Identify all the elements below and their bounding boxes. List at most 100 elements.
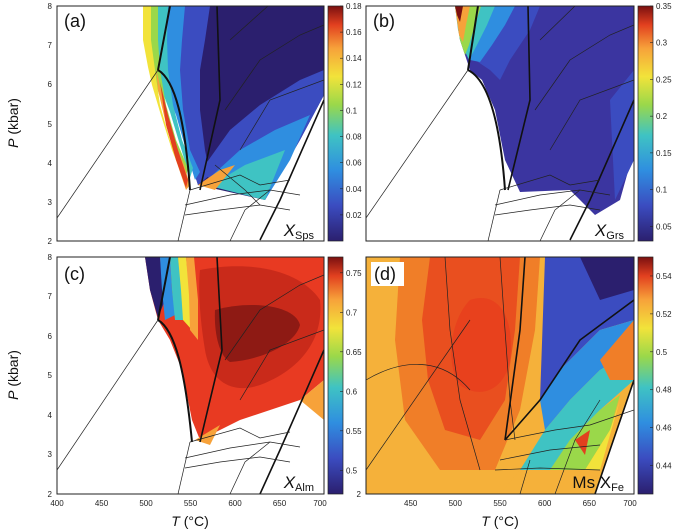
reaction-line (157, 257, 171, 321)
colorbar-tick-label: 0.1 (346, 106, 358, 115)
contour-band (550, 395, 620, 470)
y-tick-label: 4 (48, 159, 53, 168)
variable-symbol: X (594, 221, 607, 240)
contour-band (214, 305, 300, 362)
colorbar-gradient (637, 5, 654, 242)
reaction-line (199, 6, 221, 191)
panel-d-contours (366, 257, 634, 494)
x-tick-label: 600 (538, 499, 552, 508)
panel-d-label: (d) (374, 264, 396, 284)
reaction-line (239, 329, 324, 401)
y-tick-label: 7 (48, 292, 53, 301)
y-axis-unit: (kbar) (5, 98, 21, 138)
reaction-line (494, 204, 601, 216)
y-axis-var: P (5, 390, 21, 400)
x-tick-label: 650 (273, 499, 287, 508)
panel-d-colorbar: 0.44 0.46 0.48 0.5 0.52 0.54 (637, 256, 672, 495)
x-tick-label: 550 (493, 499, 507, 508)
colorbar-tick-label: 0.02 (346, 211, 362, 220)
x-tick-label: 450 (95, 499, 109, 508)
colorbar-tick-label: 0.65 (346, 348, 362, 357)
y-tick-label: 6 (48, 80, 53, 89)
colorbar-tick-label: 0.46 (656, 424, 672, 433)
reaction-line (57, 319, 159, 471)
colorbar-tick-label: 0.08 (346, 133, 362, 142)
panel-d: (d) 2 450 500 550 600 650 700 T (°C) Ms … (357, 256, 672, 529)
contour-band (575, 430, 590, 455)
panel-b: (b) XGrs 0.05 0.1 0.15 0.2 0.25 0.3 0.35 (365, 2, 672, 242)
reaction-line (214, 164, 261, 206)
colorbar-tick-label: 0.04 (346, 185, 362, 194)
variable-subscript: Fe (611, 482, 624, 494)
variable-symbol: X (283, 221, 296, 240)
variable-symbol: Ms X (572, 473, 611, 492)
x-tick-label: 450 (404, 499, 418, 508)
contour-band (198, 165, 235, 190)
colorbar-gradient (327, 5, 344, 242)
reaction-line (366, 319, 471, 471)
reaction-line (444, 257, 481, 471)
x-axis-var: T (171, 513, 181, 529)
panel-d-variable-label: Ms XFe (572, 473, 624, 494)
contour-band (170, 257, 185, 320)
variable-subscript: Grs (606, 230, 624, 242)
reaction-line (157, 6, 171, 71)
panel-d-label-background (371, 262, 404, 286)
colorbar-tick-label: 0.35 (656, 2, 672, 11)
reaction-line (487, 189, 501, 241)
reaction-line (504, 299, 634, 441)
colorbar-tick-label: 0.7 (346, 308, 358, 317)
colorbar-tick-label: 0.16 (346, 28, 362, 37)
reaction-line (467, 6, 479, 71)
colorbar-tick-label: 0.6 (346, 387, 358, 396)
panel-d-frame (365, 256, 635, 495)
x-tick-label: 400 (50, 499, 64, 508)
reaction-line (177, 189, 191, 241)
contour-band (540, 320, 634, 430)
panel-a-contours (57, 6, 324, 241)
reaction-line (189, 174, 291, 191)
contour-band (585, 400, 620, 470)
contour-band (600, 320, 634, 380)
variable-subscript: Sps (295, 230, 314, 242)
y-axis-var: P (5, 138, 21, 148)
x-tick-label: 700 (623, 499, 637, 508)
colorbar-tick-label: 0.3 (656, 39, 668, 48)
y-tick-label: 2 (48, 237, 53, 246)
reaction-line (224, 274, 324, 361)
reaction-line (184, 204, 291, 216)
y-tick-label: 3 (48, 450, 53, 459)
reaction-line (239, 79, 324, 151)
panel-b-variable-label: XGrs (594, 221, 625, 242)
reaction-line (177, 441, 191, 494)
colorbar-tick-label: 0.18 (346, 2, 362, 11)
y-tick-label: 6 (48, 332, 53, 341)
reaction-line (499, 257, 516, 441)
x-tick-label: 500 (139, 499, 153, 508)
variable-subscript: Alm (295, 482, 314, 494)
contour-band (160, 82, 188, 188)
y-tick-label: 5 (48, 371, 53, 380)
reaction-line (229, 6, 269, 41)
reaction-line (539, 6, 576, 41)
panel-a-y-axis-label: P (kbar) (5, 98, 21, 148)
contour-band (186, 257, 198, 340)
contour-band (145, 257, 165, 318)
colorbar-tick-label: 0.14 (346, 54, 362, 63)
contour-band (455, 6, 463, 22)
svg-text:P (kbar): P (kbar) (5, 350, 21, 400)
panel-a-variable-label: XSps (283, 221, 315, 242)
panel-c-frame (56, 256, 325, 495)
reaction-line (184, 441, 301, 459)
x-tick-label: 700 (313, 499, 327, 508)
reaction-line (569, 99, 634, 241)
reaction-line (57, 69, 159, 219)
x-axis-var: T (481, 513, 491, 529)
contour-band (300, 380, 324, 420)
panel-a: (a) 2 3 4 5 6 7 8 P (kbar) XSps 0.02 0.04… (5, 2, 362, 246)
colorbar-tick-label: 0.5 (656, 348, 668, 357)
panel-a-y-ticks: 2 3 4 5 6 7 8 (48, 2, 53, 246)
reaction-line (259, 99, 324, 241)
reaction-line (157, 319, 193, 443)
